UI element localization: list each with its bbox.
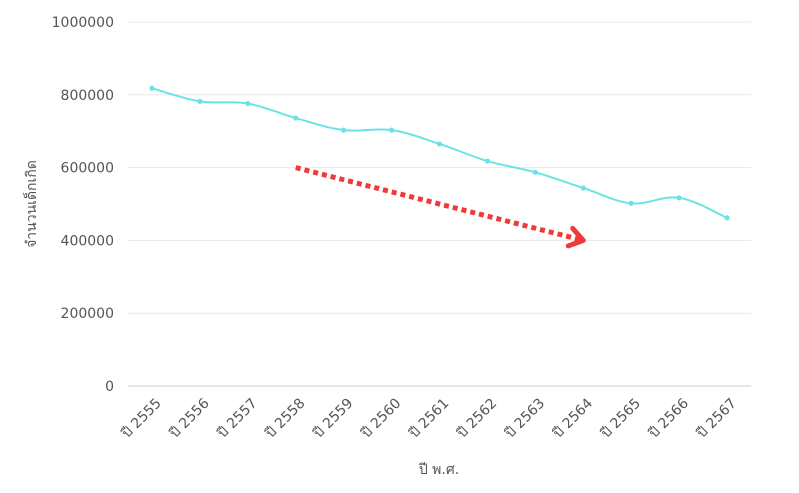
- annotation-layer: [295, 165, 586, 249]
- series-line: [151, 87, 728, 219]
- x-tick-label: ปี 2556: [166, 395, 212, 441]
- data-point[interactable]: [341, 127, 347, 133]
- x-tick-label: ปี 2560: [358, 396, 404, 442]
- x-tick-label: ปี 2561: [406, 396, 452, 442]
- data-point[interactable]: [293, 115, 299, 121]
- data-point[interactable]: [676, 195, 682, 201]
- y-tick-label: 600000: [61, 161, 114, 177]
- y-tick-label: 0: [105, 379, 114, 395]
- data-point[interactable]: [724, 215, 730, 221]
- x-tick-label: ปี 2555: [119, 396, 165, 442]
- trend-arrow-line: [295, 165, 584, 243]
- data-point[interactable]: [532, 169, 538, 175]
- x-tick-label: ปี 2567: [694, 396, 740, 442]
- x-tick-label: ปี 2563: [502, 396, 548, 442]
- y-tick-label: 200000: [61, 306, 114, 322]
- data-point[interactable]: [484, 158, 491, 164]
- x-tick-label: ปี 2566: [646, 395, 692, 441]
- x-tick-label: ปี 2557: [214, 396, 260, 442]
- x-tick-label: ปี 2558: [262, 396, 308, 442]
- trend-arrow-head: [565, 225, 586, 249]
- x-tick-label: ปี 2565: [598, 396, 644, 442]
- series-layer: [149, 85, 730, 221]
- x-tick-label: ปี 2559: [310, 396, 356, 442]
- y-axis-title: จำนวนเด็กเกิด: [22, 160, 40, 248]
- data-point[interactable]: [628, 200, 634, 206]
- x-tick-label: ปี 2562: [454, 396, 500, 442]
- grid-layer: [128, 21, 751, 387]
- x-axis: ปี 2555 ปี 2556 ปี 2557 ปี 2558 ปี 2559 ปี 25…: [119, 395, 740, 441]
- y-tick-label: 800000: [61, 88, 114, 104]
- data-point[interactable]: [388, 127, 395, 133]
- y-tick-label: 1000000: [52, 15, 114, 31]
- y-tick-label: 400000: [61, 233, 114, 249]
- data-point[interactable]: [580, 185, 586, 191]
- data-point[interactable]: [436, 141, 443, 147]
- data-point[interactable]: [197, 98, 203, 104]
- x-tick-label: ปี 2564: [550, 395, 596, 441]
- data-point[interactable]: [149, 85, 155, 91]
- data-point[interactable]: [245, 100, 251, 107]
- x-axis-title: ปี พ.ศ.: [418, 462, 459, 478]
- y-axis: 0 200000 400000 600000 800000 1000000: [52, 15, 114, 395]
